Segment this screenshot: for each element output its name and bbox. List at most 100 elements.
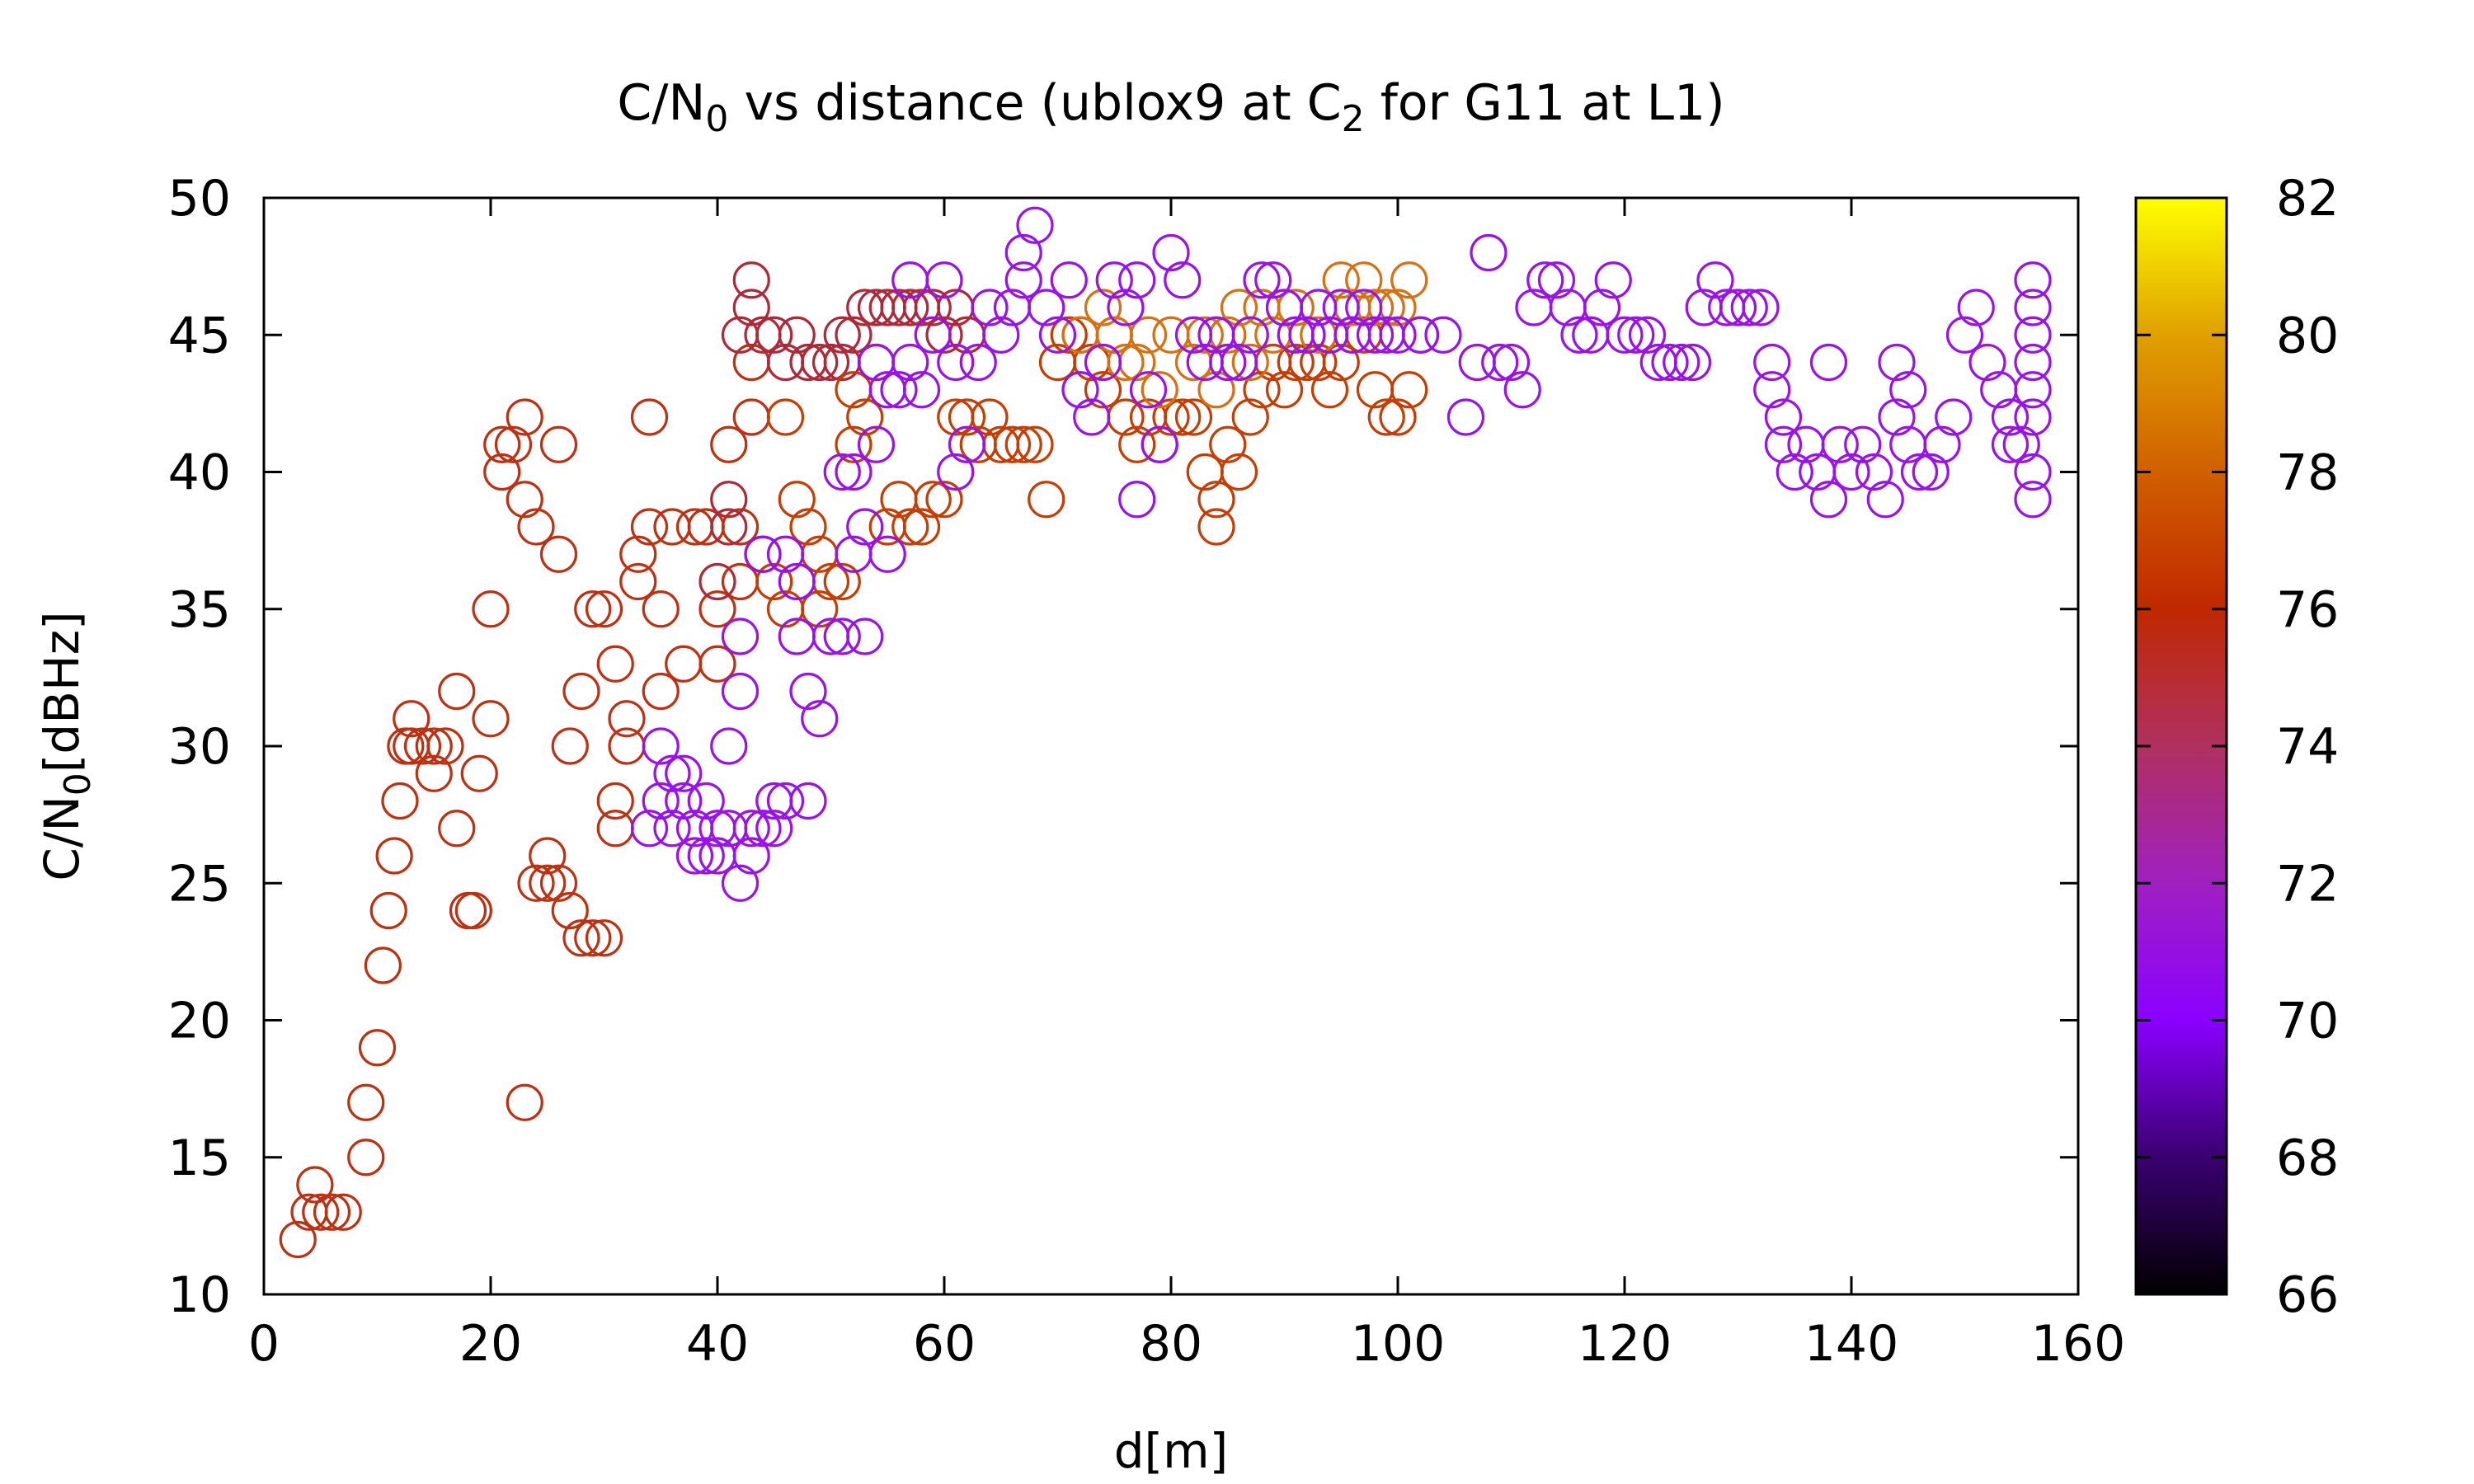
x-tick-label: 140 [1804, 1315, 1899, 1373]
data-point [948, 425, 986, 463]
colorbar-tick-label: 68 [2276, 1129, 2339, 1187]
data-point [902, 371, 941, 409]
data-point [2002, 425, 2040, 463]
data-point [1050, 261, 1088, 299]
data-point [835, 453, 872, 491]
data-point [846, 508, 884, 546]
data-point [562, 672, 600, 711]
colorbar-tick-label: 80 [2276, 307, 2339, 364]
data-point [1617, 316, 1655, 354]
data-point [1945, 316, 1984, 354]
data-point [415, 727, 453, 765]
data-point [1197, 371, 1235, 409]
data-point [1663, 343, 1700, 382]
data-point [732, 289, 770, 326]
y-tick-label: 40 [168, 444, 231, 502]
data-point [2014, 261, 2052, 299]
x-axis-title: d[m] [1114, 1423, 1229, 1479]
data-point [778, 562, 816, 601]
data-point [438, 810, 476, 848]
data-point [766, 398, 805, 436]
data-point [1197, 481, 1235, 519]
data-point [1787, 425, 1825, 463]
data-point [891, 261, 929, 299]
data-point [1300, 343, 1338, 382]
data-point [959, 343, 997, 382]
data-point [710, 508, 748, 546]
data-point [744, 535, 782, 573]
data-point [1764, 398, 1803, 436]
colorbar-tick-label: 66 [2276, 1266, 2339, 1324]
data-point [403, 727, 442, 765]
data-point [529, 837, 567, 875]
data-point [630, 810, 669, 848]
data-point [1277, 289, 1315, 326]
data-point [721, 864, 760, 902]
data-point [2014, 289, 2052, 326]
data-point [1446, 398, 1485, 436]
plot-frame [262, 196, 2080, 1296]
data-point [823, 618, 861, 655]
data-point [1016, 206, 1054, 244]
data-point [914, 289, 952, 326]
data-point [1288, 316, 1326, 354]
data-point [1265, 371, 1304, 409]
y-tick-label: 25 [168, 855, 231, 913]
data-point [891, 343, 929, 382]
data-point [1583, 289, 1621, 326]
data-point [665, 645, 703, 683]
data-point [1310, 316, 1349, 354]
data-point [506, 398, 543, 436]
data-point [698, 590, 736, 628]
data-point [1164, 398, 1202, 436]
data-point [971, 289, 1009, 326]
data-point [948, 398, 986, 436]
data-point [1379, 398, 1417, 436]
data-point [993, 425, 1032, 463]
data-point [596, 810, 634, 848]
data-point [811, 343, 850, 382]
data-point [472, 590, 510, 628]
y-tick-label: 30 [168, 718, 231, 776]
data-point [1028, 289, 1065, 326]
data-point [766, 590, 805, 628]
data-point [483, 425, 521, 463]
data-point [1073, 398, 1111, 436]
data-point [1322, 261, 1360, 299]
colorbar-tick-label: 76 [2276, 581, 2339, 639]
data-point [2014, 453, 2052, 491]
chart-title: C/N0 vs distance (ublox9 at C2 for G11 a… [617, 74, 1724, 140]
data-point [1367, 289, 1405, 326]
data-point [653, 754, 691, 792]
data-point [1560, 316, 1598, 354]
data-point [1594, 261, 1632, 299]
data-point [698, 645, 736, 683]
data-point [483, 453, 521, 491]
data-point [710, 727, 748, 765]
data-point [619, 535, 657, 573]
data-point [1243, 371, 1281, 409]
data-point [1390, 261, 1428, 299]
data-point [732, 398, 770, 436]
data-point [1889, 371, 1927, 409]
data-point [1673, 343, 1712, 382]
data-point [1809, 481, 1848, 519]
data-point [369, 891, 407, 930]
data-point [381, 782, 419, 820]
data-point [1174, 316, 1213, 354]
data-points [279, 206, 2052, 1259]
data-point [2014, 481, 2052, 519]
data-point [1957, 289, 1995, 326]
data-point [766, 782, 805, 820]
data-point [313, 1193, 351, 1231]
data-point [914, 316, 952, 354]
data-point [1186, 316, 1224, 354]
data-point [675, 837, 714, 875]
data-point [721, 672, 760, 711]
data-point [880, 371, 918, 409]
y-tick-label: 15 [168, 1129, 231, 1187]
data-point [494, 425, 533, 463]
data-point [1300, 289, 1338, 326]
data-point [1129, 371, 1168, 409]
